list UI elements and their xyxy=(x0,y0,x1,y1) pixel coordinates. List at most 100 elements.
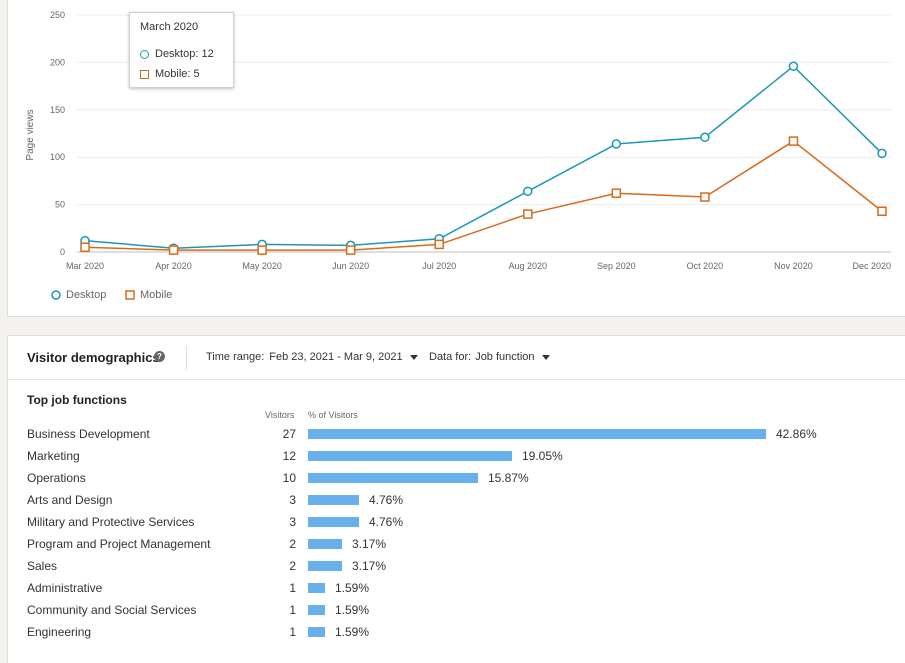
legend-item-mobile[interactable]: Mobile xyxy=(125,289,172,301)
demographics-header: Visitor demographics ? Time range: Feb 2… xyxy=(8,336,905,380)
demographics-title: Visitor demographics xyxy=(27,350,160,365)
job-function-name: Engineering xyxy=(27,625,92,639)
time-range-value: Feb 23, 2021 - Mar 9, 2021 xyxy=(269,351,403,363)
mobile-square-icon xyxy=(125,290,135,300)
percent-bar xyxy=(308,451,512,461)
job-function-name: Operations xyxy=(27,471,86,485)
data-for-dropdown[interactable]: Data for: Job function xyxy=(429,351,550,363)
job-function-name: Arts and Design xyxy=(27,493,113,507)
tooltip-desktop-value: Desktop: 12 xyxy=(155,48,214,60)
table-row: Community and Social Services 1 1.59% xyxy=(8,603,905,625)
desktop-data-point[interactable] xyxy=(877,148,887,159)
mobile-data-point[interactable] xyxy=(611,188,622,198)
mobile-data-point[interactable] xyxy=(788,136,799,146)
help-icon[interactable]: ? xyxy=(154,351,165,362)
mobile-data-point[interactable] xyxy=(523,209,533,219)
job-function-name: Community and Social Services xyxy=(27,603,197,617)
percent-value: 3.17% xyxy=(352,559,387,573)
legend-mobile-label: Mobile xyxy=(140,289,172,301)
mobile-data-point[interactable] xyxy=(345,245,356,255)
percent-value: 19.05% xyxy=(522,449,563,463)
percent-bar xyxy=(308,583,325,593)
percent-value: 1.59% xyxy=(335,581,370,595)
desktop-data-point[interactable] xyxy=(523,186,533,197)
y-tick-label: 100 xyxy=(50,152,65,162)
percent-value: 4.76% xyxy=(369,493,404,507)
percent-bar xyxy=(308,473,478,483)
percent-value: 3.17% xyxy=(352,537,387,551)
chart-tooltip: March 2020 Desktop: 12 Mobile: 5 xyxy=(129,12,234,88)
x-tick-label: Sep 2020 xyxy=(597,261,636,271)
job-function-name: Sales xyxy=(27,559,58,573)
visitor-count: 1 xyxy=(289,581,296,595)
time-range-label: Time range: xyxy=(206,351,265,363)
tooltip-desktop-row: Desktop: 12 xyxy=(140,48,214,60)
job-function-name: Administrative xyxy=(27,581,103,595)
x-tick-label: Oct 2020 xyxy=(687,261,724,271)
percent-bar xyxy=(308,605,325,615)
data-for-label: Data for: xyxy=(429,351,472,363)
visitor-count: 2 xyxy=(289,559,296,573)
percent-value: 1.59% xyxy=(335,625,370,639)
job-function-name: Military and Protective Services xyxy=(27,515,195,529)
mobile-data-point[interactable] xyxy=(877,206,887,216)
visitor-count: 10 xyxy=(282,471,296,485)
x-tick-label: Aug 2020 xyxy=(509,261,548,271)
visitor-count: 12 xyxy=(282,449,296,463)
mobile-square-icon xyxy=(140,69,149,79)
x-tick-label: May 2020 xyxy=(242,261,282,271)
desktop-data-point[interactable] xyxy=(700,132,710,143)
percent-value: 15.87% xyxy=(488,471,529,485)
desktop-series-line xyxy=(84,65,883,249)
table-row: Marketing 12 19.05% xyxy=(8,449,905,471)
percent-bar xyxy=(308,627,325,637)
job-function-name: Program and Project Management xyxy=(27,537,211,551)
visitor-count: 3 xyxy=(289,493,296,507)
mobile-series-line xyxy=(84,140,883,251)
mobile-data-point[interactable] xyxy=(168,245,179,255)
chevron-down-icon xyxy=(409,354,418,360)
x-tick-label: Apr 2020 xyxy=(155,261,192,271)
data-for-value: Job function xyxy=(475,351,535,363)
table-row: Administrative 1 1.59% xyxy=(8,581,905,603)
table-row: Arts and Design 3 4.76% xyxy=(8,493,905,515)
table-row: Operations 10 15.87% xyxy=(8,471,905,493)
percent-bar xyxy=(308,539,342,549)
table-row: Sales 2 3.17% xyxy=(8,559,905,581)
percent-value: 1.59% xyxy=(335,603,370,617)
table-row: Engineering 1 1.59% xyxy=(8,625,905,647)
visitor-count: 27 xyxy=(282,427,296,441)
y-tick-label: 250 xyxy=(50,10,65,20)
mobile-data-point[interactable] xyxy=(80,242,90,253)
desktop-data-point[interactable] xyxy=(788,61,799,71)
x-tick-label: Dec 2020 xyxy=(852,261,891,271)
tooltip-mobile-value: Mobile: 5 xyxy=(155,68,200,80)
y-axis-label: Page views xyxy=(25,109,36,160)
tooltip-mobile-row: Mobile: 5 xyxy=(140,68,200,80)
desktop-data-point[interactable] xyxy=(611,139,622,149)
x-tick-label: Mar 2020 xyxy=(66,261,104,271)
visitor-count: 2 xyxy=(289,537,296,551)
time-range-dropdown[interactable]: Time range: Feb 23, 2021 - Mar 9, 2021 xyxy=(206,351,418,363)
chevron-down-icon xyxy=(541,354,550,360)
percent-bar xyxy=(308,517,359,527)
mobile-data-point[interactable] xyxy=(700,192,710,202)
desktop-circle-icon xyxy=(51,290,61,300)
x-tick-label: Jul 2020 xyxy=(422,261,456,271)
visitor-count: 3 xyxy=(289,515,296,529)
percent-value: 42.86% xyxy=(776,427,817,441)
visitor-count: 1 xyxy=(289,603,296,617)
x-tick-label: Jun 2020 xyxy=(332,261,369,271)
percent-column-header: % of Visitors xyxy=(308,410,358,420)
visitor-demographics-card: Visitor demographics ? Time range: Feb 2… xyxy=(7,335,905,663)
table-row: Program and Project Management 2 3.17% xyxy=(8,537,905,559)
mobile-data-point[interactable] xyxy=(434,239,444,250)
mobile-data-point[interactable] xyxy=(257,245,267,255)
tooltip-title: March 2020 xyxy=(140,21,199,33)
percent-bar xyxy=(308,561,342,571)
visitor-count: 1 xyxy=(289,625,296,639)
legend-desktop-label: Desktop xyxy=(66,289,106,301)
legend-item-desktop[interactable]: Desktop xyxy=(51,289,106,301)
x-tick-label: Nov 2020 xyxy=(774,261,813,271)
desktop-circle-icon xyxy=(140,49,149,59)
